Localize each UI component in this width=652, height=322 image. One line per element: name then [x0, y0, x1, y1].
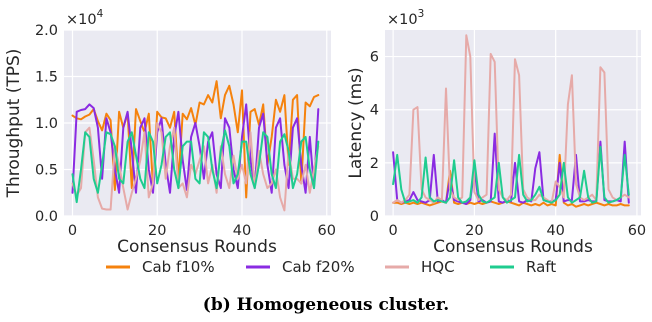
series-lines-throughput — [71, 80, 320, 212]
y-tick-label: 0.5 — [35, 163, 58, 179]
legend-label-cab-f20: Cab f20% — [282, 258, 355, 276]
series-line-hqc — [392, 34, 630, 204]
y-tick-label: 2.0 — [35, 23, 58, 39]
series-line-raft — [71, 129, 320, 204]
x-tick-label: 20 — [465, 223, 483, 239]
legend-label-cab-f10: Cab f10% — [142, 258, 215, 276]
y-tick-label: 2 — [370, 156, 379, 172]
legend: Cab f10% Cab f20% HQC Raft — [106, 258, 556, 276]
xlabel-throughput: Consensus Rounds — [117, 237, 277, 257]
series-lines-latency — [392, 34, 630, 208]
y-tick-label: 1.5 — [35, 70, 58, 86]
x-tick-label: 40 — [546, 223, 564, 239]
tick-labels-latency: 0 20 40 60 0 2 4 6 — [370, 50, 646, 239]
multiplier-throughput: ×104 — [66, 8, 104, 28]
y-tick-label: 1.0 — [35, 116, 58, 132]
tick-labels-throughput: 0 20 40 60 0.0 0.5 1.0 1.5 2.0 — [35, 23, 336, 239]
panel-latency: 0 20 40 60 0 2 4 6 ×103 Consensus Rounds Latenc… — [346, 8, 646, 257]
series-line-cab-f10 — [392, 153, 630, 208]
series-line-raft — [392, 145, 630, 204]
y-tick-label: 4 — [370, 103, 379, 119]
panel-throughput: 0 20 40 60 0.0 0.5 1.0 1.5 2.0 ×104 Consensus Ro… — [4, 8, 336, 257]
x-tick-label: 40 — [233, 223, 251, 239]
x-tick-label: 60 — [628, 223, 646, 239]
x-tick-label: 60 — [318, 223, 336, 239]
legend-label-hqc: HQC — [421, 258, 455, 276]
y-tick-label: 0.0 — [35, 209, 58, 225]
legend-label-raft: Raft — [526, 258, 556, 276]
x-tick-label: 0 — [389, 223, 398, 239]
x-tick-label: 20 — [148, 223, 166, 239]
multiplier-latency: ×103 — [387, 8, 424, 28]
x-tick-label: 0 — [68, 223, 77, 239]
y-tick-label: 6 — [370, 50, 379, 66]
y-tick-label: 0 — [370, 209, 379, 225]
xlabel-latency: Consensus Rounds — [433, 237, 593, 257]
figure-caption: (b) Homogeneous cluster. — [203, 295, 449, 315]
ylabel-throughput: Throughput (TPS) — [4, 49, 24, 199]
ylabel-latency: Latency (ms) — [346, 67, 366, 178]
